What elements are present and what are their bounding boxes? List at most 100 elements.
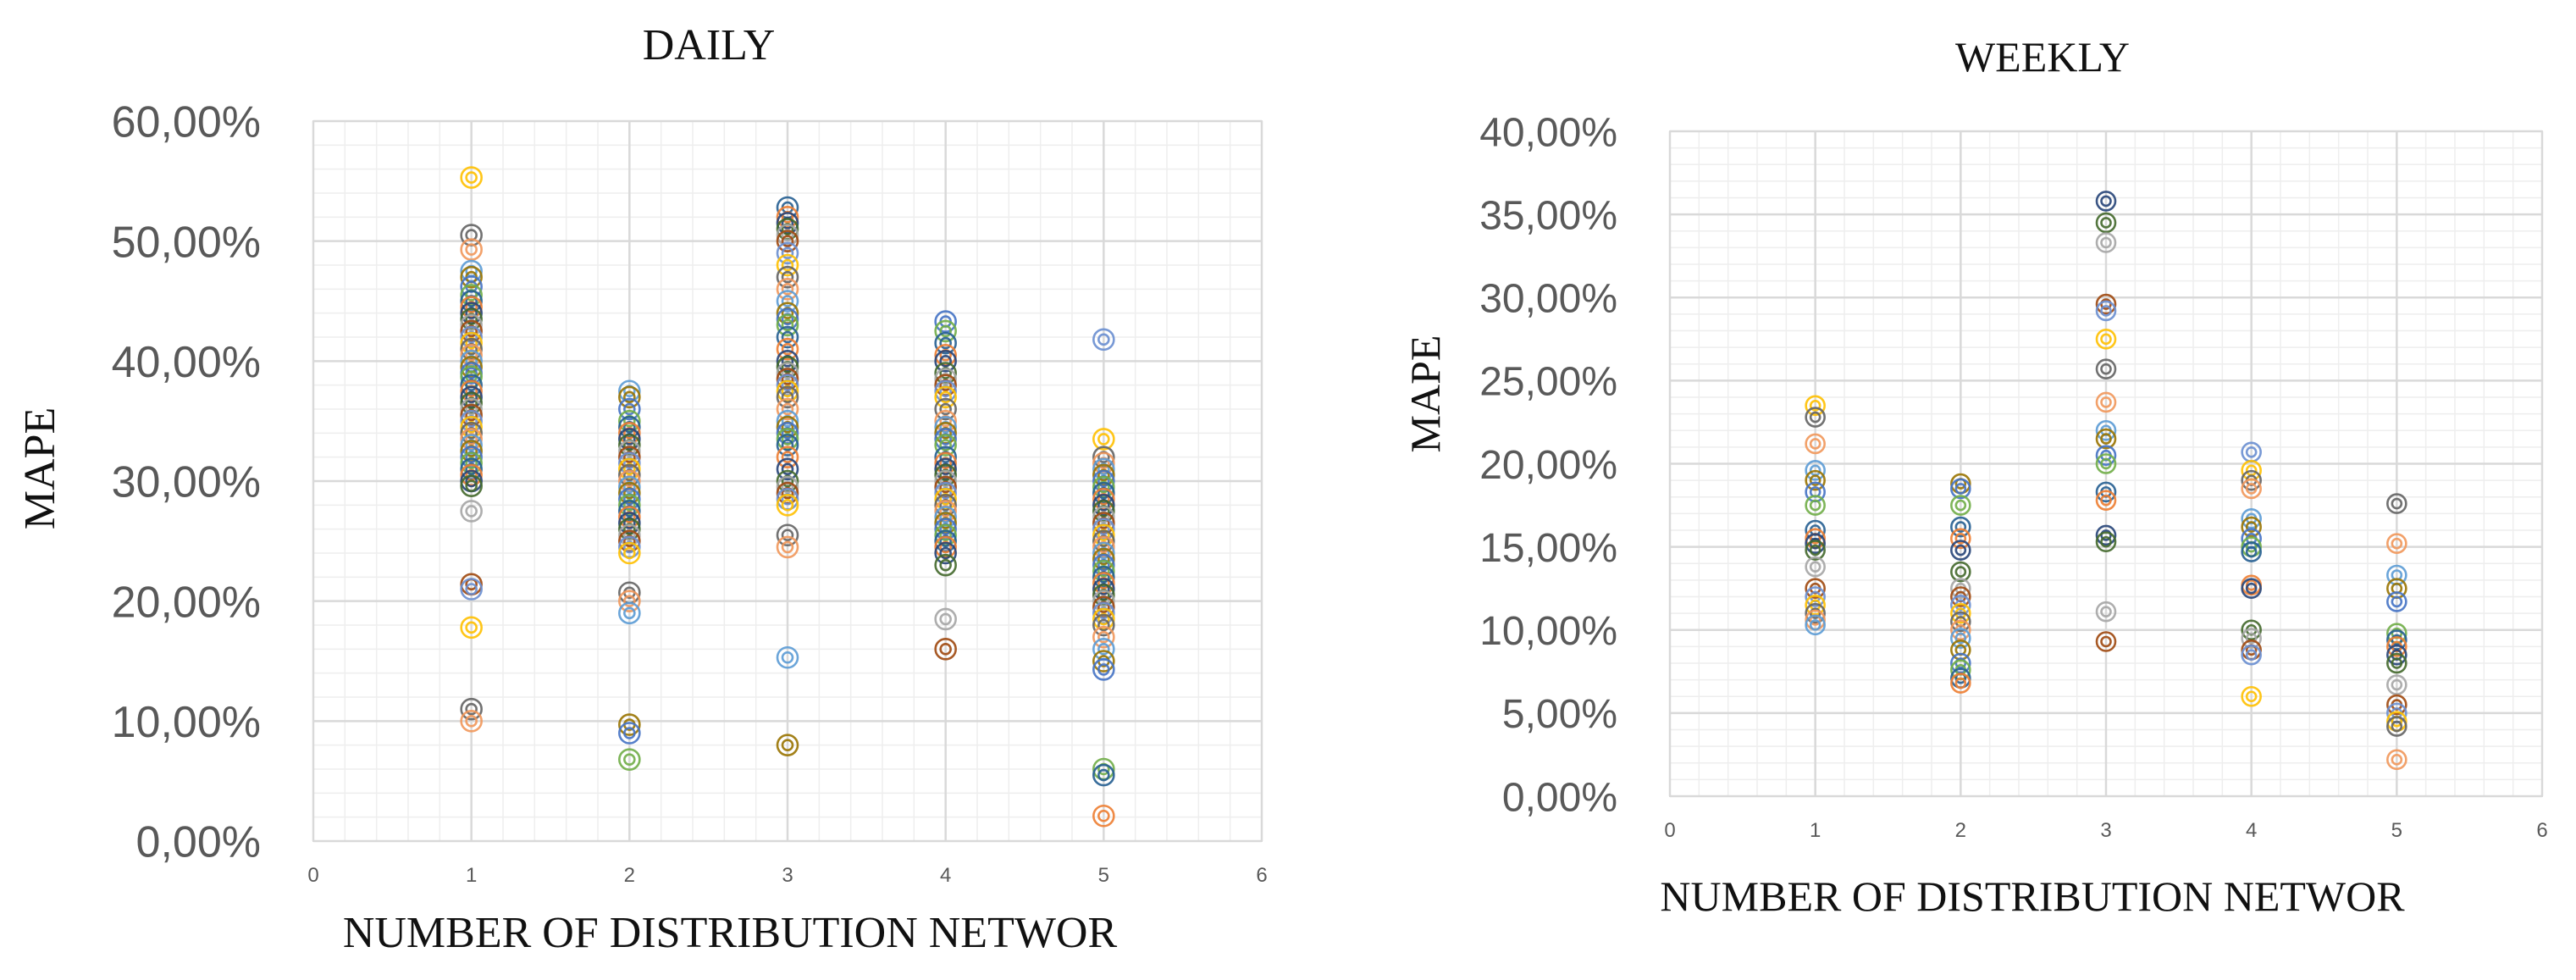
weekly-point — [1805, 614, 1826, 636]
weekly-y-tick-label: 0,00% — [1502, 775, 1617, 820]
weekly-y-tick-label: 15,00% — [1479, 526, 1617, 571]
daily-point — [776, 535, 799, 559]
weekly-point — [2095, 524, 2117, 546]
daily-x-tick-labels: 0 1 2 3 4 5 6 — [307, 864, 1267, 887]
weekly-chart-title: WEEKLY — [1955, 33, 2130, 80]
daily-point — [776, 397, 799, 421]
weekly-point — [2095, 232, 2117, 253]
weekly-y-tick-label: 20,00% — [1479, 443, 1617, 488]
weekly-point — [2386, 533, 2407, 555]
daily-x-tick-label: 5 — [1098, 864, 1109, 887]
weekly-point — [1950, 495, 1971, 516]
daily-point — [776, 734, 799, 756]
weekly-point — [2386, 749, 2407, 771]
daily-x-tick-label: 1 — [466, 864, 477, 887]
weekly-point — [1950, 628, 1971, 649]
daily-point — [934, 350, 957, 373]
daily-point — [460, 474, 483, 497]
weekly-point — [2095, 293, 2117, 315]
daily-point — [776, 325, 799, 349]
weekly-x-tick-label: 2 — [1955, 819, 1966, 842]
weekly-point — [1805, 533, 1826, 555]
daily-x-tick-label: 6 — [1256, 864, 1267, 887]
daily-point — [1092, 658, 1115, 681]
daily-point — [460, 578, 483, 601]
weekly-x-tick-label: 5 — [2391, 819, 2402, 842]
weekly-point — [2095, 329, 2117, 350]
weekly-point — [2241, 685, 2262, 707]
weekly-point — [2386, 716, 2407, 737]
daily-plot-area-border — [312, 120, 1263, 842]
daily-y-tick-label: 60,00% — [112, 98, 261, 147]
weekly-y-tick-label: 40,00% — [1479, 110, 1617, 155]
daily-y-tick-label: 10,00% — [112, 698, 261, 747]
daily-y-tick-labels: 0,00% 10,00% 20,00% 30,00% 40,00% 50,00% 60,00… — [112, 98, 261, 867]
weekly-point — [2095, 300, 2117, 322]
daily-point — [776, 241, 799, 265]
weekly-point — [1950, 528, 1971, 550]
daily-point — [934, 319, 957, 343]
daily-point — [460, 697, 483, 721]
weekly-point — [1805, 540, 1826, 561]
weekly-x-axis-label: NUMBER OF DISTRIBUTION NETWOR — [1660, 872, 2405, 920]
daily-point — [460, 500, 483, 523]
weekly-point — [2386, 493, 2407, 514]
weekly-x-tick-label: 0 — [1664, 819, 1675, 842]
daily-y-tick-label: 30,00% — [112, 458, 261, 507]
weekly-point — [2386, 674, 2407, 695]
daily-x-axis-label: NUMBER OF DISTRIBUTION NETWOR — [343, 909, 1118, 957]
daily-chart: 0,00% 10,00% 20,00% 30,00% 40,00% 50,00% 60,00… — [16, 21, 1268, 957]
daily-point — [618, 748, 641, 771]
weekly-point — [2095, 601, 2117, 623]
daily-point — [1092, 804, 1115, 828]
weekly-point — [1805, 602, 1826, 624]
daily-y-tick-label: 40,00% — [112, 338, 261, 387]
weekly-point — [2095, 358, 2117, 379]
daily-x-tick-label: 4 — [940, 864, 951, 887]
weekly-point — [1805, 433, 1826, 455]
daily-point — [1092, 763, 1115, 787]
weekly-y-tick-label: 5,00% — [1502, 692, 1617, 737]
weekly-point — [2241, 628, 2262, 649]
weekly-point — [2241, 516, 2262, 538]
daily-point — [618, 385, 641, 409]
weekly-point — [1950, 540, 1971, 561]
weekly-point — [1805, 556, 1826, 578]
weekly-point — [1805, 407, 1826, 428]
weekly-point — [2095, 631, 2117, 652]
daily-x-tick-label: 3 — [782, 864, 793, 887]
weekly-y-tick-label: 30,00% — [1479, 277, 1617, 322]
weekly-point — [2386, 591, 2407, 612]
daily-point — [618, 541, 641, 565]
weekly-point — [2095, 453, 2117, 474]
weekly-chart-svg: 0,00% 5,00% 10,00% 15,00% 20,00% 25,00% 30,00%… — [1401, 33, 2548, 920]
daily-point — [776, 494, 799, 517]
daily-point — [934, 331, 957, 355]
weekly-point — [1950, 561, 1971, 583]
daily-point — [934, 541, 957, 565]
daily-point — [776, 313, 799, 337]
daily-point — [776, 523, 799, 547]
daily-point — [776, 337, 799, 361]
weekly-point — [1950, 478, 1971, 500]
daily-y-tick-label: 20,00% — [112, 578, 261, 627]
weekly-point — [2095, 490, 2117, 511]
daily-x-tick-label: 2 — [624, 864, 635, 887]
weekly-y-tick-label: 35,00% — [1479, 193, 1617, 238]
daily-point — [460, 238, 483, 261]
daily-point — [934, 607, 957, 631]
daily-y-axis-label: MAPE — [16, 407, 64, 529]
daily-chart-title: DAILY — [643, 21, 776, 69]
weekly-point — [1950, 516, 1971, 538]
weekly-point — [2241, 644, 2262, 666]
daily-points — [460, 166, 1115, 828]
daily-point — [776, 446, 799, 468]
weekly-point — [1950, 673, 1971, 694]
daily-point — [776, 434, 799, 457]
daily-point — [1092, 625, 1115, 649]
daily-point — [934, 638, 957, 661]
daily-y-tick-label: 50,00% — [112, 218, 261, 267]
daily-point — [934, 385, 957, 409]
weekly-plot-area-border — [1669, 130, 2543, 797]
daily-point — [776, 253, 799, 277]
